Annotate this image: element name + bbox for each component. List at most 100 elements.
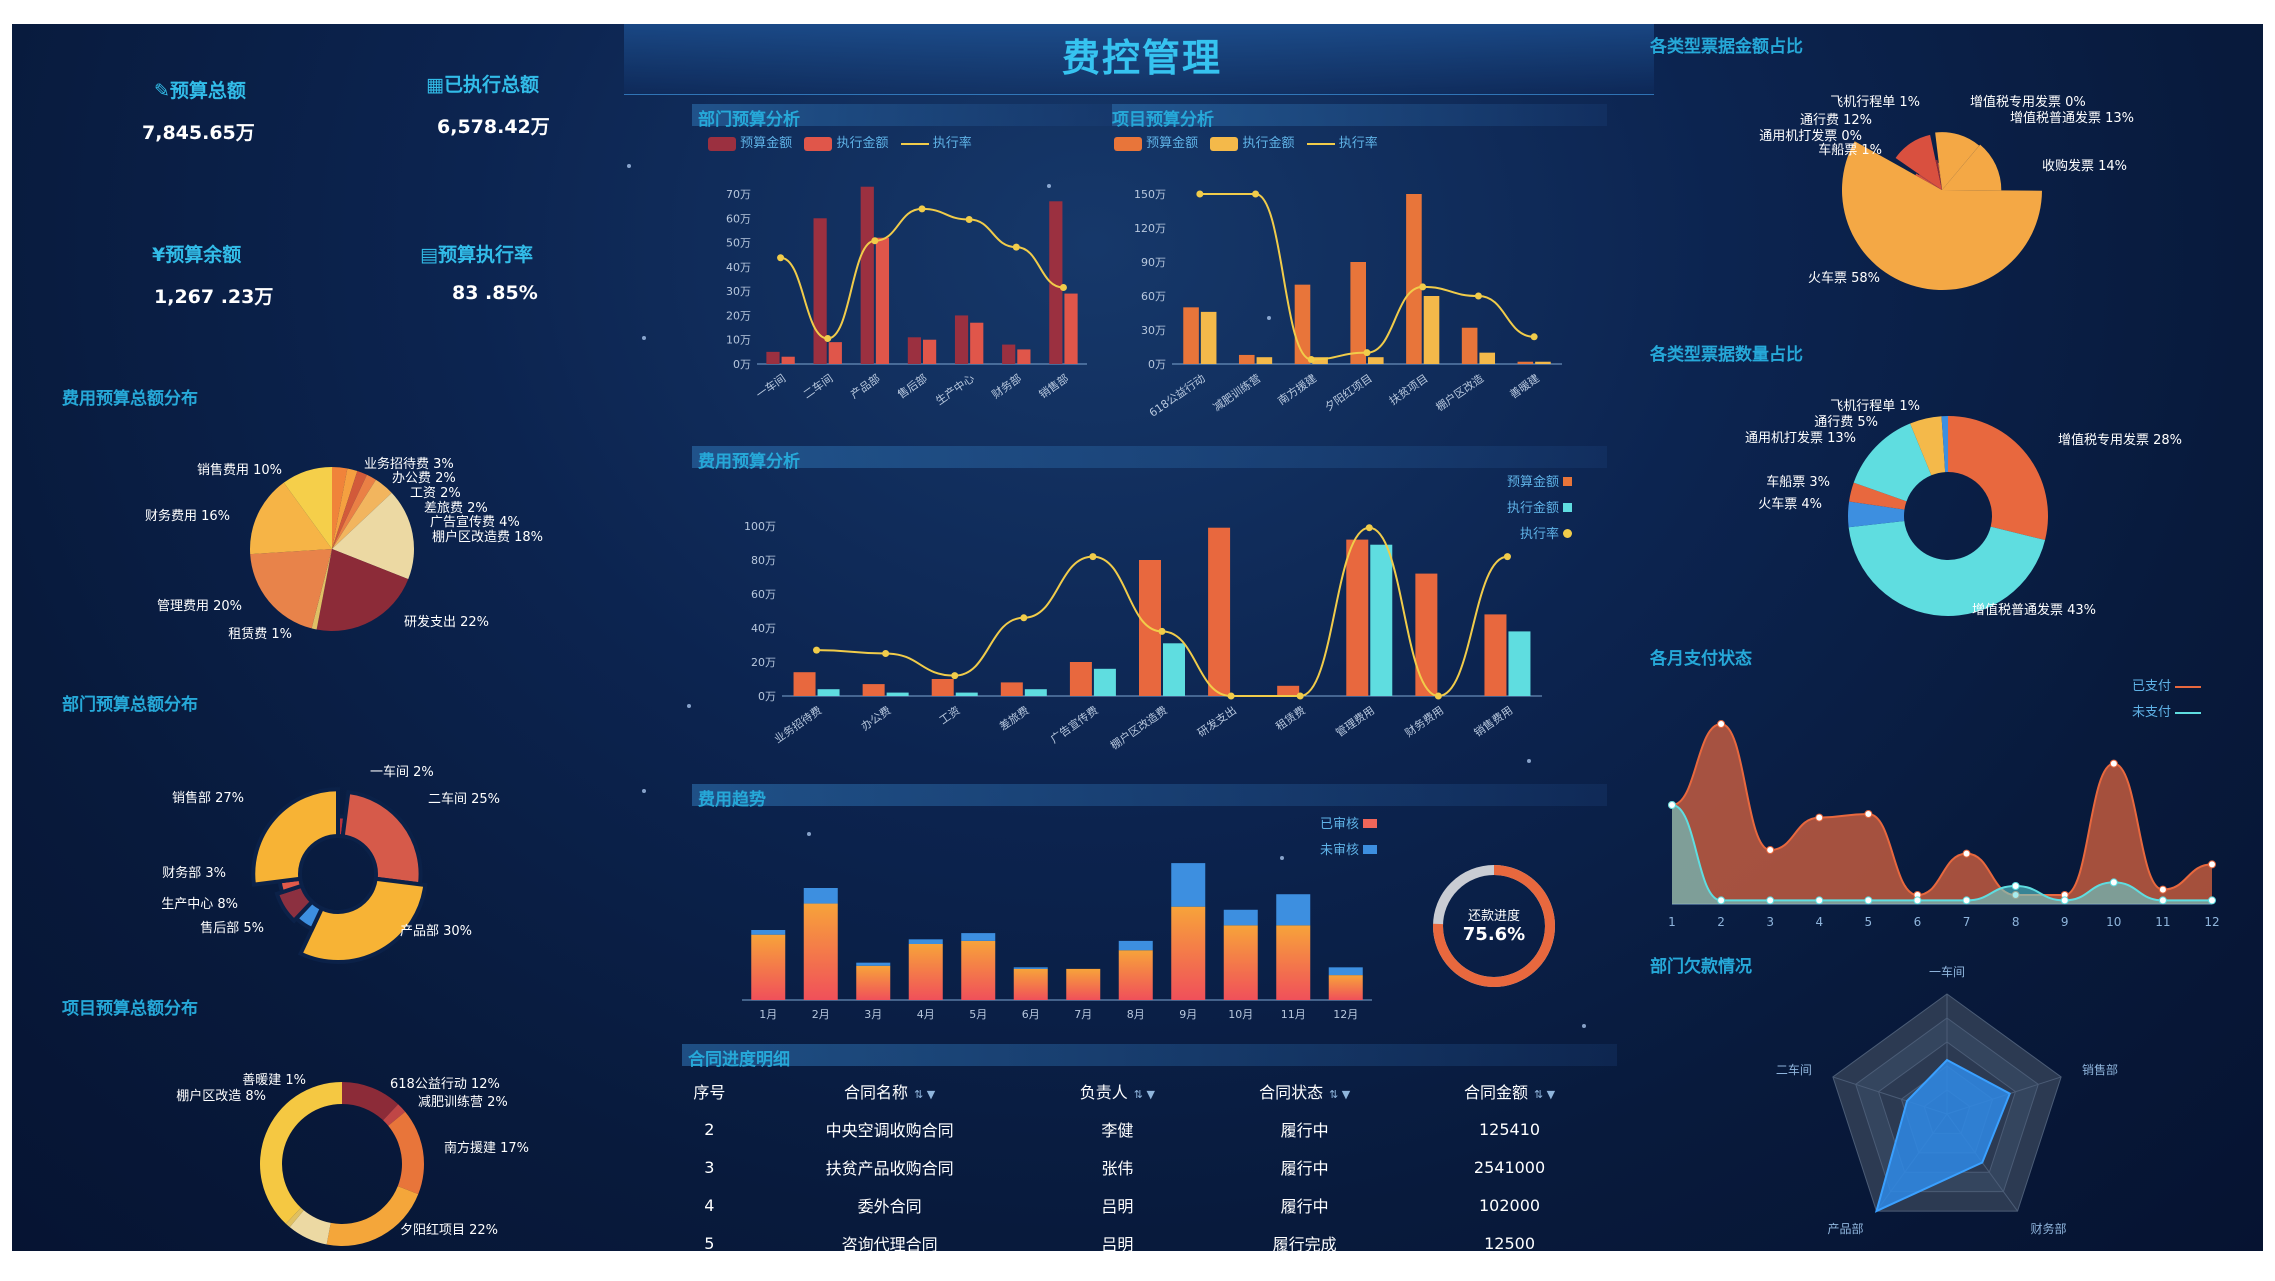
rate-point — [1503, 553, 1511, 561]
section-cost-budget-analysis: 费用预算分析 — [698, 452, 800, 472]
bar — [1350, 262, 1366, 364]
section-project-budget-dist: 项目预算总额分布 — [62, 999, 198, 1019]
x-tick-label: 3月 — [864, 1008, 882, 1021]
area-point — [2208, 860, 2216, 869]
x-tick-label: 10 — [2106, 915, 2121, 929]
x-tick-label: 7月 — [1074, 1008, 1092, 1021]
bar — [793, 672, 816, 696]
area-point — [1815, 896, 1824, 905]
bar — [1171, 863, 1206, 907]
bar — [1277, 685, 1300, 696]
y-tick-label: 60万 — [751, 588, 776, 601]
rate-point — [777, 254, 785, 262]
pie-slice — [250, 549, 332, 629]
col-header-amount[interactable]: 合同金额 ⇅ ▼ — [1463, 1083, 1556, 1102]
bar — [1461, 327, 1478, 364]
bar — [781, 356, 795, 364]
x-tick-label: 11 — [2155, 915, 2170, 929]
col-header-status[interactable]: 合同状态 ⇅ ▼ — [1259, 1083, 1351, 1102]
x-tick-label: 财务费用 — [1402, 703, 1446, 740]
bar — [931, 679, 954, 696]
kpi-budget-total-value: 7,845.65万 — [142, 122, 255, 144]
table-row[interactable]: 3 扶贫产品收购合同 张伟 履行中 2541000 — [704, 1157, 1546, 1179]
rate-point — [1363, 349, 1371, 357]
area-point — [1717, 896, 1726, 905]
bar — [1000, 682, 1023, 696]
x-tick-label: 售后部 — [895, 371, 930, 401]
rate-point — [1020, 614, 1028, 622]
radar-label: 一车间 — [1929, 964, 1965, 979]
legend-swatch — [1563, 477, 1573, 486]
table-row[interactable]: 5 咨询代理合同 吕明 履行完成 12500 — [704, 1233, 1535, 1252]
pie-label: 通用机打发票 0% — [1759, 128, 1862, 144]
sort-filter-icon[interactable]: ⇅ ▼ — [1329, 1088, 1351, 1101]
bar — [803, 888, 838, 904]
x-tick-label: 广告宣传费 — [1048, 703, 1101, 746]
section-dept-budget-dist: 部门预算总额分布 — [62, 695, 198, 715]
area-point — [2208, 896, 2216, 905]
bar — [860, 186, 874, 364]
page-title: 费控管理 — [1061, 36, 1222, 80]
project-budget-chart: 0万 30万 60万 90万 120万 150万 618公益行动 减肥训练营 南方援建 夕阳红项目… — [1134, 188, 1562, 420]
pie-slice — [383, 1104, 406, 1126]
bar — [1200, 311, 1217, 364]
legend-swatch — [1563, 503, 1573, 512]
pie-slice — [388, 1111, 424, 1195]
sort-filter-icon[interactable]: ⇅ ▼ — [914, 1088, 936, 1101]
x-tick-label: 8 — [2012, 915, 2020, 929]
x-tick-label: 南方援建 — [1275, 371, 1319, 408]
pie-slice — [259, 1082, 342, 1224]
bar — [955, 692, 978, 696]
pie-label: 研发支出 22% — [404, 614, 489, 630]
table-row[interactable]: 4 委外合同 吕明 履行中 102000 — [704, 1195, 1541, 1217]
x-tick-label: 5月 — [969, 1008, 987, 1021]
x-tick-label: 1月 — [759, 1008, 777, 1021]
sort-filter-icon[interactable]: ⇅ ▼ — [1133, 1088, 1155, 1101]
col-header-owner[interactable]: 负责人 ⇅ ▼ — [1079, 1083, 1155, 1102]
x-tick-label: 9月 — [1179, 1008, 1197, 1021]
area-point — [2011, 882, 2020, 890]
y-tick-label: 0万 — [758, 690, 776, 703]
bar — [886, 692, 909, 696]
bar — [813, 218, 827, 364]
pie-label: 通用机打发票 13% — [1745, 430, 1856, 446]
pie-label: 火车票 4% — [1758, 496, 1822, 512]
x-tick-label: 管理费用 — [1333, 703, 1377, 740]
x-tick-label: 4月 — [917, 1008, 935, 1021]
y-tick-label: 100万 — [744, 520, 776, 533]
pie-slice — [289, 1210, 331, 1245]
x-tick-label: 租赁费 — [1273, 703, 1308, 733]
pie-slice — [311, 549, 332, 630]
area-point — [1766, 896, 1775, 905]
pie-label: 销售部 27% — [172, 790, 244, 806]
pie-slice — [1848, 501, 1905, 528]
pie-label: 业务招待费 3% — [364, 456, 454, 472]
pie-label: 飞机行程单 1% — [1830, 95, 1920, 110]
section-head-bar — [682, 1044, 1617, 1066]
pie-slice — [251, 787, 340, 887]
legend-swatch — [804, 136, 833, 151]
y-tick-label: 70万 — [726, 188, 751, 201]
pie-slice — [342, 1082, 399, 1121]
rate-point — [965, 216, 973, 223]
col-header-name[interactable]: 合同名称 ⇅ ▼ — [844, 1083, 936, 1102]
legend-line — [2175, 711, 2202, 714]
bar — [1508, 631, 1531, 696]
x-tick-label: 生产中心 — [933, 371, 977, 408]
pie-slice — [249, 482, 332, 555]
x-tick-label: 财务部 — [989, 371, 1024, 401]
table-row[interactable]: 2 中央空调收购合同 李健 履行中 125410 — [704, 1119, 1541, 1141]
area-point — [1815, 813, 1824, 822]
rate-point — [1227, 692, 1235, 700]
rate-point — [824, 335, 832, 342]
bar — [961, 940, 996, 1000]
x-tick-label: 2 — [1717, 915, 1725, 929]
area-point — [2109, 878, 2118, 887]
y-tick-label: 150万 — [1134, 188, 1166, 201]
star-dot — [1280, 856, 1284, 860]
pie-label: 飞机行程单 1% — [1830, 399, 1920, 414]
sort-filter-icon[interactable]: ⇅ ▼ — [1533, 1088, 1556, 1101]
x-tick-label: 11月 — [1281, 1008, 1306, 1021]
bar — [1093, 668, 1116, 696]
pie-slice — [1841, 141, 2042, 291]
